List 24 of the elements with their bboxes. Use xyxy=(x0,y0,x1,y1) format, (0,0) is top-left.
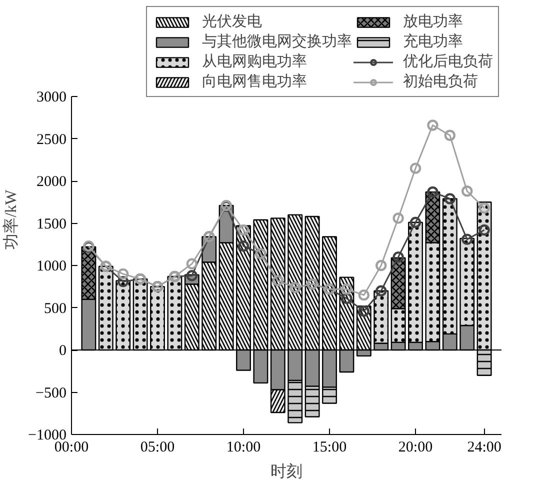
y-tick-label: 500 xyxy=(44,300,66,317)
legend-label: 从电网购电功率 xyxy=(202,52,307,71)
y-tick-label: 1500 xyxy=(36,216,66,232)
y-tick-label: 3000 xyxy=(36,90,66,106)
y-tick-label: −500 xyxy=(36,385,67,402)
legend-label: 与其他微电网交换功率 xyxy=(202,32,352,51)
y-tick-label: 1000 xyxy=(36,258,66,274)
x-tick-label: 24:00 xyxy=(467,440,502,456)
y-tick-label: 2500 xyxy=(36,132,66,148)
x-tick-label: 10:00 xyxy=(226,440,261,456)
y-tick-label: 2000 xyxy=(36,174,66,190)
y-axis-title: 功率/kW xyxy=(2,188,20,250)
legend-label: 优化后电负荷 xyxy=(403,52,493,71)
x-axis-title: 时刻 xyxy=(270,462,302,480)
legend-label: 充电功率 xyxy=(403,32,463,51)
x-tick-label: 15:00 xyxy=(312,440,347,456)
legend-label: 光伏发电 xyxy=(202,12,262,31)
x-tick-label: 20:00 xyxy=(398,440,433,456)
legend-label: 向电网售电功率 xyxy=(202,72,307,91)
y-tick-label: 0 xyxy=(59,343,66,359)
legend-label: 放电功率 xyxy=(403,12,463,31)
x-tick-label: 05:00 xyxy=(140,440,175,456)
legend-label: 初始电负荷 xyxy=(403,72,478,91)
x-tick-label: 00:00 xyxy=(54,440,89,456)
